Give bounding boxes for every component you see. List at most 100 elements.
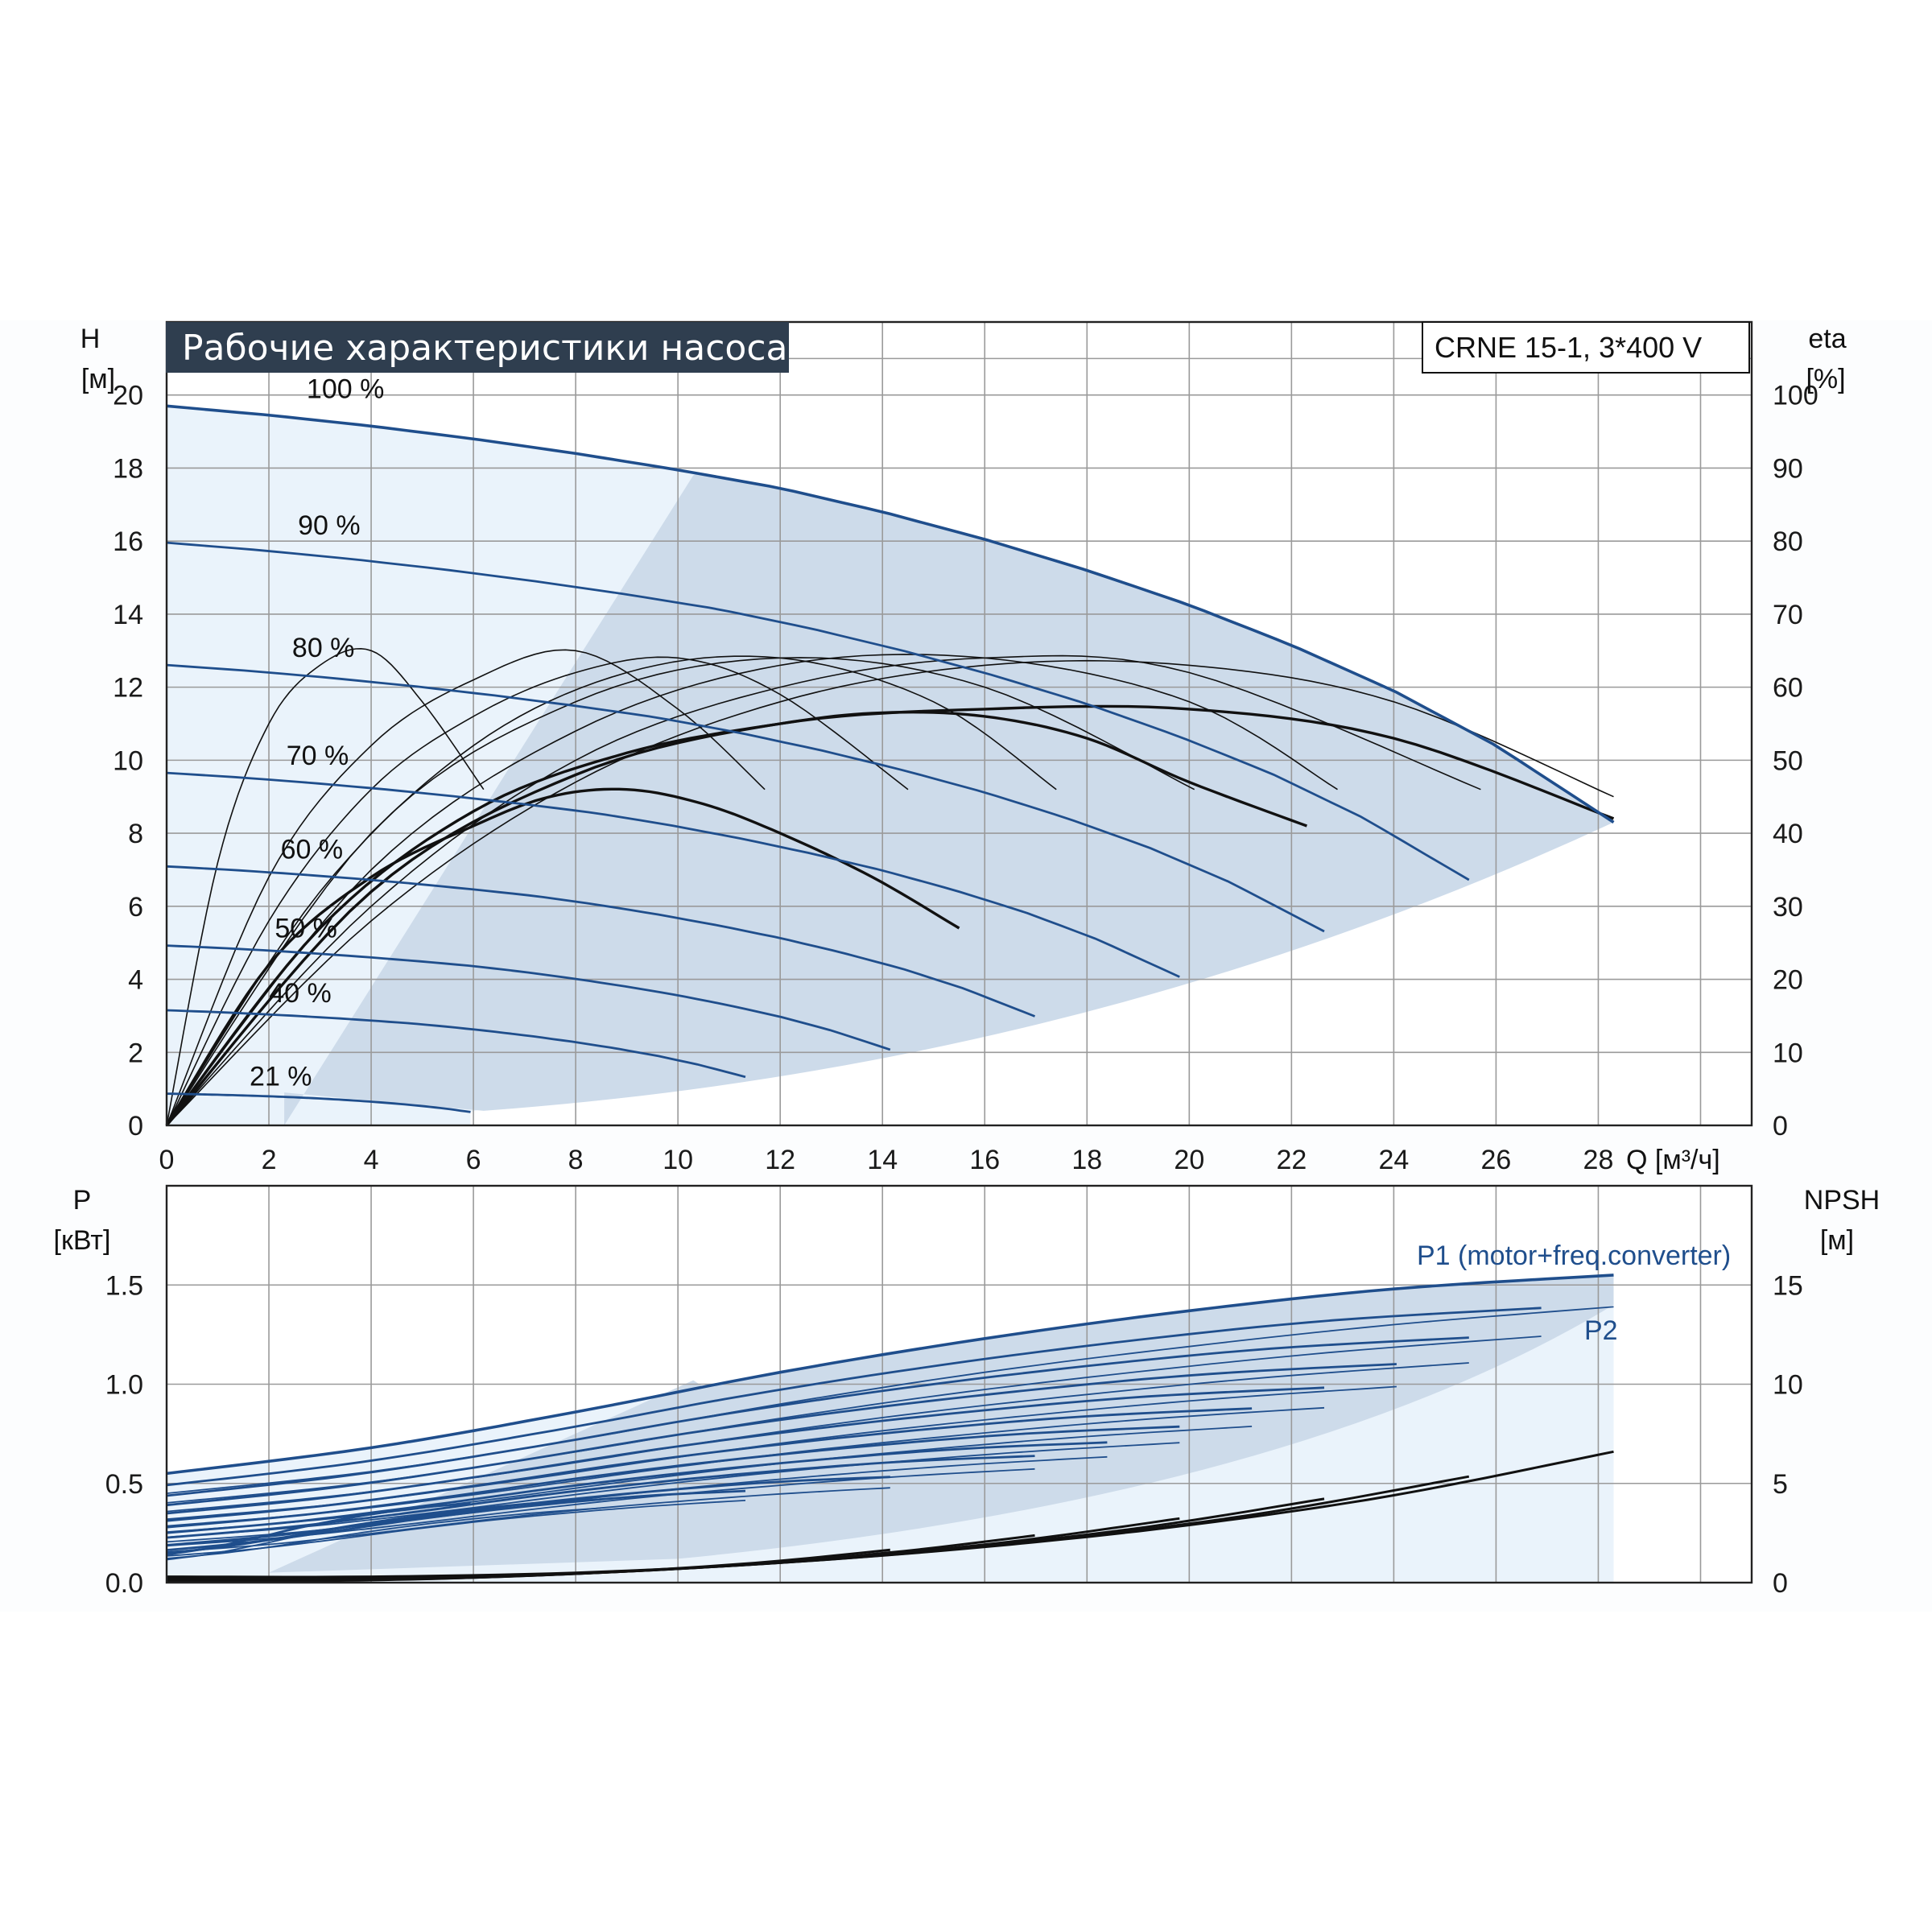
head-curve [166,663,1325,933]
npsh-axis-label: NPSH [1804,1185,1880,1216]
flow-axis-label: Q [м³/ч] [1626,1145,1720,1175]
p1-curve [166,1386,1325,1515]
lower-plot-frame [165,1184,1753,1584]
head-curve [166,865,1036,1018]
head-tick-label: 8 [128,819,143,849]
x-tick-label: 0 [159,1145,175,1175]
x-tick-label: 2 [262,1145,277,1175]
speed-label: 70 % [287,741,349,771]
x-tick-label: 14 [867,1145,898,1175]
head-curve [166,771,1180,978]
p1-curve [166,1363,1397,1507]
efficiency-tick-label: 0 [1773,1111,1788,1141]
power-tick-label: 0.0 [105,1568,143,1599]
efficiency-tick-label: 70 [1773,600,1803,630]
efficiency-curve [166,649,766,1126]
head-curve [166,541,1470,881]
power-tick-label: 1.5 [105,1270,143,1301]
x-tick-label: 10 [663,1145,693,1175]
npsh-tick-label: 5 [1773,1469,1788,1500]
efficiency-curve [166,655,1057,1126]
head-tick-label: 10 [113,745,143,776]
p1-curve [166,1336,1469,1497]
x-tick-label: 6 [466,1145,481,1175]
x-tick-label: 18 [1071,1145,1102,1175]
head-curve [166,404,1615,824]
title-box [166,322,789,373]
head-tick-label: 18 [113,453,143,484]
speed-label: 21 % [250,1062,312,1092]
efficiency-tick-label: 100 [1773,381,1818,411]
efficiency-curve [166,656,909,1126]
npsh-axis-unit: [м] [1820,1225,1854,1256]
p2-curve [166,1487,890,1553]
efficiency-tick-label: 60 [1773,673,1803,704]
upper-plot-frame [165,320,1753,1127]
head-axis-label: H [80,324,101,354]
p1-curve [166,1274,1614,1476]
p1-curve [166,1498,601,1554]
x-tick-label: 12 [765,1145,795,1175]
efficiency-tick-label: 30 [1773,892,1803,923]
efficiency-tick-label: 80 [1773,526,1803,557]
chart-title: Рабочие характеристики насоса [182,328,787,369]
speed-label: 80 % [292,633,355,663]
x-tick-label: 24 [1378,1145,1409,1175]
power-axis-label: P [73,1185,92,1216]
head-curve [166,1092,471,1113]
efficiency-curve [166,659,1614,1126]
head-tick-label: 2 [128,1038,143,1068]
p1-curve [166,1307,1542,1487]
speed-label: 60 % [281,834,344,865]
power-tick-label: 0.5 [105,1469,143,1500]
efficiency-curve [166,654,1338,1126]
efficiency-curve [165,787,960,1126]
speed-label: 100 % [307,374,384,404]
npsh-tick-label: 0 [1773,1568,1788,1599]
efficiency-tick-label: 50 [1773,745,1803,776]
head-tick-label: 16 [113,526,143,557]
p2-curve [166,1442,1180,1538]
power-tick-label: 1.0 [105,1370,143,1401]
p1-curve [166,1407,1253,1522]
x-tick-label: 8 [568,1145,584,1175]
efficiency-axis-label: eta [1808,324,1846,354]
efficiency-tick-label: 20 [1773,965,1803,996]
efficiency-axis-unit: [%] [1806,364,1845,394]
head-tick-label: 4 [128,965,143,996]
speed-label: 40 % [269,978,332,1009]
npsh-tick-label: 10 [1773,1370,1803,1401]
p2-curve [166,1507,601,1559]
efficiency-curve [166,654,1481,1126]
head-tick-label: 12 [113,673,143,704]
speed-label: 50 % [275,914,337,944]
head-tick-label: 0 [128,1111,143,1141]
model-box [1422,321,1750,374]
p2-curve [166,1426,1253,1534]
npsh-tick-label: 15 [1773,1270,1803,1301]
npsh-curve [167,1548,890,1583]
p1-series-label: P1 (motor+freq.converter) [1417,1241,1731,1271]
speed-label: 90 % [298,510,361,541]
efficiency-tick-label: 10 [1773,1038,1803,1068]
x-tick-label: 16 [969,1145,1000,1175]
head-axis-unit: [м] [81,364,115,394]
efficiency-tick-label: 90 [1773,453,1803,484]
x-tick-label: 22 [1276,1145,1307,1175]
x-tick-label: 20 [1174,1145,1204,1175]
head-tick-label: 6 [128,892,143,923]
operating-area [284,473,1614,1125]
p2-curve [166,1511,471,1561]
head-tick-label: 20 [113,381,143,411]
p1-curve [166,1441,1108,1534]
x-tick-label: 26 [1481,1145,1512,1175]
p1-curve [166,1425,1180,1529]
efficiency-tick-label: 40 [1773,819,1803,849]
head-curve [166,944,891,1051]
p1-curve [166,1502,471,1556]
efficiency-curve [165,704,1615,1127]
p2-series-label: P2 [1584,1315,1618,1346]
efficiency-curve [166,647,485,1126]
power-axis-unit: [кВт] [54,1225,111,1256]
